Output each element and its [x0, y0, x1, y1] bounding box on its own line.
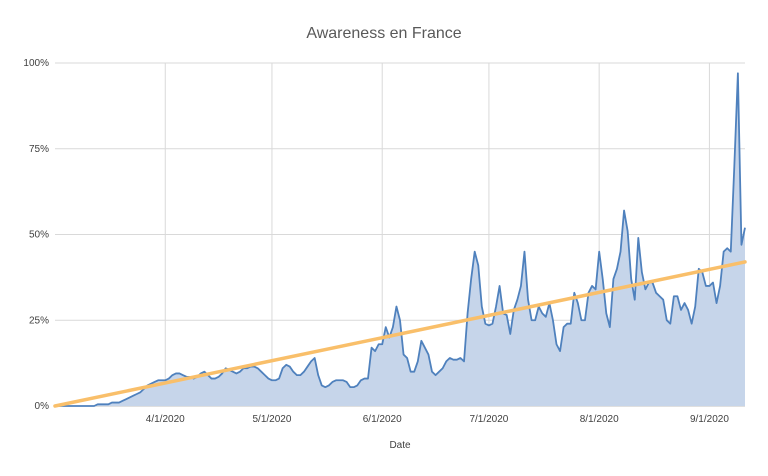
y-tick-label: 75%: [29, 144, 49, 155]
y-tick-label: 100%: [23, 58, 49, 69]
x-tick-label: 4/1/2020: [146, 414, 185, 425]
x-axis-label: Date: [389, 440, 411, 451]
x-tick-label: 7/1/2020: [469, 414, 508, 425]
x-tick-label: 5/1/2020: [252, 414, 291, 425]
trendline: [53, 260, 747, 408]
y-tick-label: 50%: [29, 230, 49, 241]
series-area: [55, 73, 745, 406]
chart-title: Awareness en France: [306, 25, 461, 42]
y-axis: 0% 25% 50% 75% 100%: [23, 58, 49, 412]
x-tick-label: 9/1/2020: [690, 414, 729, 425]
x-tick-label: 6/1/2020: [363, 414, 402, 425]
y-tick-label: 25%: [29, 315, 49, 326]
x-tick-label: 8/1/2020: [580, 414, 619, 425]
x-axis: 4/1/2020 5/1/2020 6/1/2020 7/1/2020 8/1/2020…: [146, 414, 730, 425]
series-line: [55, 72, 746, 407]
y-tick-label: 0%: [35, 401, 50, 412]
plot-area: [53, 72, 747, 408]
